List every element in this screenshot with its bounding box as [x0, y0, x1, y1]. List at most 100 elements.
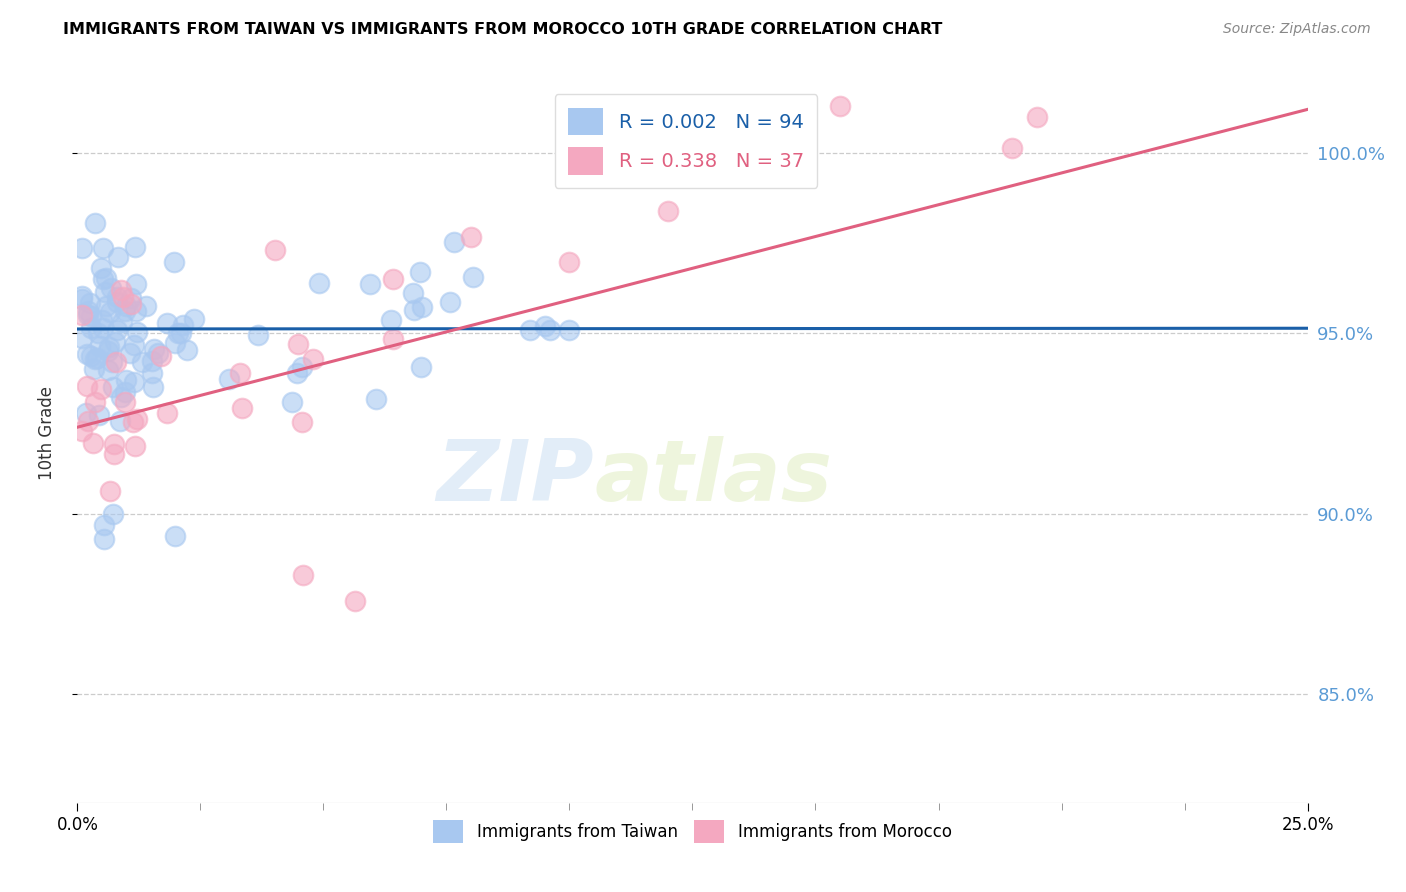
Point: [75, 406, 97, 420]
Point: [103, 447, 125, 461]
Point: [302, 352, 325, 367]
Point: [77, 304, 100, 318]
Point: [146, 346, 169, 360]
Point: [87, 408, 110, 422]
Point: [127, 325, 149, 339]
Legend: Immigrants from Taiwan, Immigrants from Morocco: Immigrants from Taiwan, Immigrants from …: [426, 814, 959, 850]
Point: [359, 277, 381, 292]
Point: [1001, 141, 1024, 155]
Text: IMMIGRANTS FROM TAIWAN VS IMMIGRANTS FROM MOROCCO 10TH GRADE CORRELATION CHART: IMMIGRANTS FROM TAIWAN VS IMMIGRANTS FRO…: [63, 22, 942, 37]
Point: [94, 285, 117, 300]
Point: [91, 313, 114, 327]
Point: [156, 316, 179, 330]
Point: [80, 321, 103, 335]
Point: [558, 255, 581, 269]
Text: atlas: atlas: [595, 435, 832, 518]
Point: [80, 309, 103, 323]
Point: [89, 339, 111, 353]
Point: [100, 305, 122, 319]
Point: [162, 255, 184, 269]
Point: [135, 299, 157, 313]
Point: [183, 312, 205, 326]
Text: ZIP: ZIP: [436, 435, 595, 518]
Point: [170, 326, 193, 341]
Point: [291, 360, 314, 375]
Point: [281, 395, 304, 409]
Point: [264, 244, 287, 258]
Point: [93, 321, 115, 335]
Point: [115, 299, 138, 313]
Point: [463, 269, 485, 284]
Point: [382, 271, 405, 285]
Point: [519, 323, 541, 337]
Point: [114, 395, 136, 409]
Point: [142, 342, 165, 356]
Point: [657, 203, 679, 218]
Point: [115, 373, 138, 387]
Point: [100, 281, 122, 295]
Point: [460, 229, 482, 244]
Point: [176, 343, 198, 358]
Point: [120, 297, 142, 311]
Point: [166, 326, 188, 340]
Point: [291, 415, 314, 429]
Point: [84, 395, 107, 409]
Point: [114, 384, 136, 399]
Point: [76, 378, 98, 392]
Point: [402, 302, 425, 317]
Point: [409, 265, 432, 279]
Point: [344, 593, 367, 607]
Point: [77, 414, 100, 428]
Point: [89, 382, 111, 396]
Point: [70, 308, 93, 322]
Point: [70, 242, 93, 256]
Point: [104, 335, 127, 350]
Point: [122, 375, 145, 389]
Point: [247, 328, 270, 343]
Point: [86, 351, 108, 365]
Point: [84, 216, 107, 230]
Point: [534, 319, 557, 334]
Point: [103, 437, 125, 451]
Point: [125, 303, 148, 318]
Point: [93, 241, 115, 255]
Point: [103, 507, 125, 521]
Point: [120, 291, 142, 305]
Point: [125, 412, 148, 426]
Point: [409, 360, 432, 375]
Point: [380, 313, 402, 327]
Point: [79, 349, 101, 363]
Point: [103, 380, 125, 394]
Point: [411, 300, 433, 314]
Point: [218, 372, 240, 386]
Point: [77, 308, 100, 322]
Point: [70, 331, 93, 345]
Point: [105, 290, 128, 304]
Point: [93, 517, 115, 532]
Y-axis label: 10th Grade: 10th Grade: [38, 385, 56, 480]
Point: [308, 276, 330, 290]
Point: [142, 380, 165, 394]
Point: [101, 355, 124, 369]
Point: [141, 353, 163, 368]
Point: [558, 323, 581, 337]
Point: [229, 366, 252, 380]
Point: [76, 347, 98, 361]
Point: [172, 318, 194, 332]
Point: [87, 326, 110, 340]
Point: [401, 286, 423, 301]
Point: [108, 414, 131, 428]
Point: [110, 283, 132, 297]
Point: [83, 361, 105, 376]
Point: [292, 568, 315, 582]
Point: [105, 355, 128, 369]
Point: [70, 424, 93, 438]
Point: [107, 250, 129, 264]
Point: [114, 304, 136, 318]
Point: [163, 336, 186, 351]
Point: [125, 277, 148, 291]
Point: [94, 299, 117, 313]
Point: [156, 406, 179, 420]
Point: [755, 121, 778, 136]
Point: [439, 294, 461, 309]
